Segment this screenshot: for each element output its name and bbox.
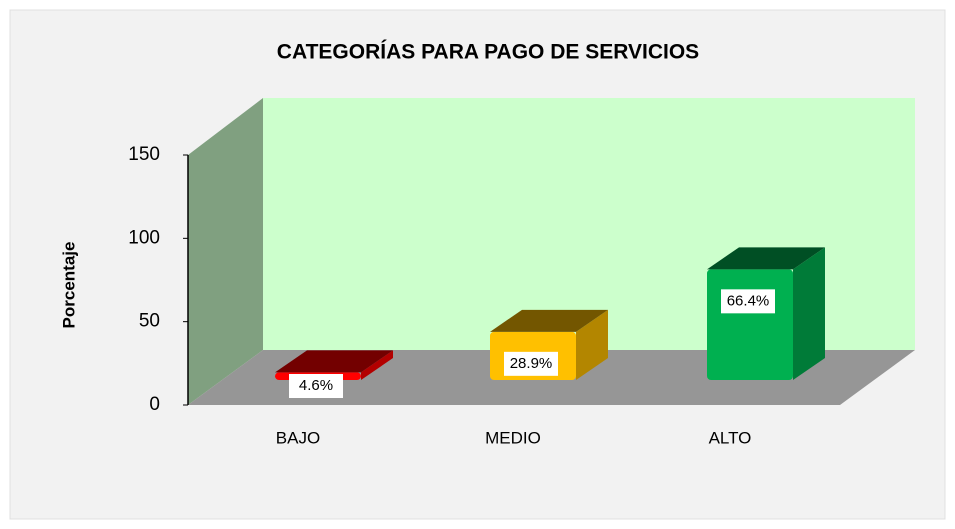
data-label-box [289, 374, 343, 398]
y-axis-label: Porcentaje [59, 242, 78, 329]
data-label: 4.6% [299, 377, 333, 394]
y-tick-label: 100 [128, 227, 160, 248]
data-label-box [504, 351, 558, 376]
data-label: 66.4% [727, 292, 770, 309]
y-tick-label: 50 [139, 311, 160, 332]
bar [707, 269, 793, 380]
bar-side [576, 309, 608, 380]
data-label: 28.9% [510, 355, 553, 372]
bar-side [361, 350, 393, 380]
side-wall [188, 98, 263, 405]
y-tick-label: 0 [149, 394, 160, 415]
bar-top [707, 247, 825, 270]
bar-top [490, 309, 608, 332]
x-tick-label: BAJO [276, 428, 320, 447]
x-tick-label: ALTO [709, 428, 752, 447]
bar-side [793, 247, 825, 380]
bar-top [275, 350, 393, 373]
data-label-box [721, 289, 775, 314]
y-tick-label: 150 [128, 144, 160, 165]
x-tick-label: MEDIO [485, 428, 541, 447]
chart-title: CATEGORÍAS PARA PAGO DE SERVICIOS [277, 41, 699, 64]
